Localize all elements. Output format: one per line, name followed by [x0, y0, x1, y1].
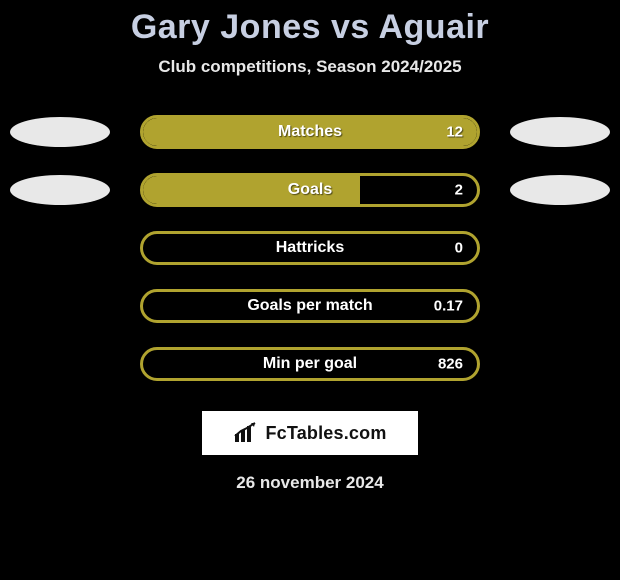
date-text: 26 november 2024 — [0, 473, 620, 493]
brand-text: FcTables.com — [265, 423, 386, 444]
stat-bar: Matches12 — [140, 115, 480, 149]
stat-label: Hattricks — [143, 239, 477, 257]
stat-row: Goals2 — [0, 173, 620, 207]
stat-value: 2 — [455, 182, 463, 199]
player-ellipse-right — [510, 175, 610, 205]
stat-value: 0.17 — [434, 298, 463, 315]
stat-value: 0 — [455, 240, 463, 257]
brand-badge: FcTables.com — [202, 411, 418, 455]
chart-icon — [233, 422, 259, 444]
stats-list: Matches12 Goals2 Hattricks0 Goals per match… — [0, 115, 620, 381]
stat-value: 826 — [438, 356, 463, 373]
stat-label: Goals per match — [143, 297, 477, 315]
stat-label: Min per goal — [143, 355, 477, 373]
stat-bar: Min per goal826 — [140, 347, 480, 381]
stat-row: Matches12 — [0, 115, 620, 149]
stat-row: Hattricks0 — [0, 231, 620, 265]
stat-row: Goals per match0.17 — [0, 289, 620, 323]
player-ellipse-right — [510, 117, 610, 147]
stat-bar-fill — [143, 176, 360, 204]
stat-bar: Goals2 — [140, 173, 480, 207]
stat-bar: Hattricks0 — [140, 231, 480, 265]
player-ellipse-left — [10, 117, 110, 147]
player-ellipse-left — [10, 175, 110, 205]
stat-bar: Goals per match0.17 — [140, 289, 480, 323]
stat-row: Min per goal826 — [0, 347, 620, 381]
stat-bar-fill — [143, 118, 477, 146]
page-title: Gary Jones vs Aguair — [0, 0, 620, 47]
subtitle: Club competitions, Season 2024/2025 — [0, 57, 620, 77]
